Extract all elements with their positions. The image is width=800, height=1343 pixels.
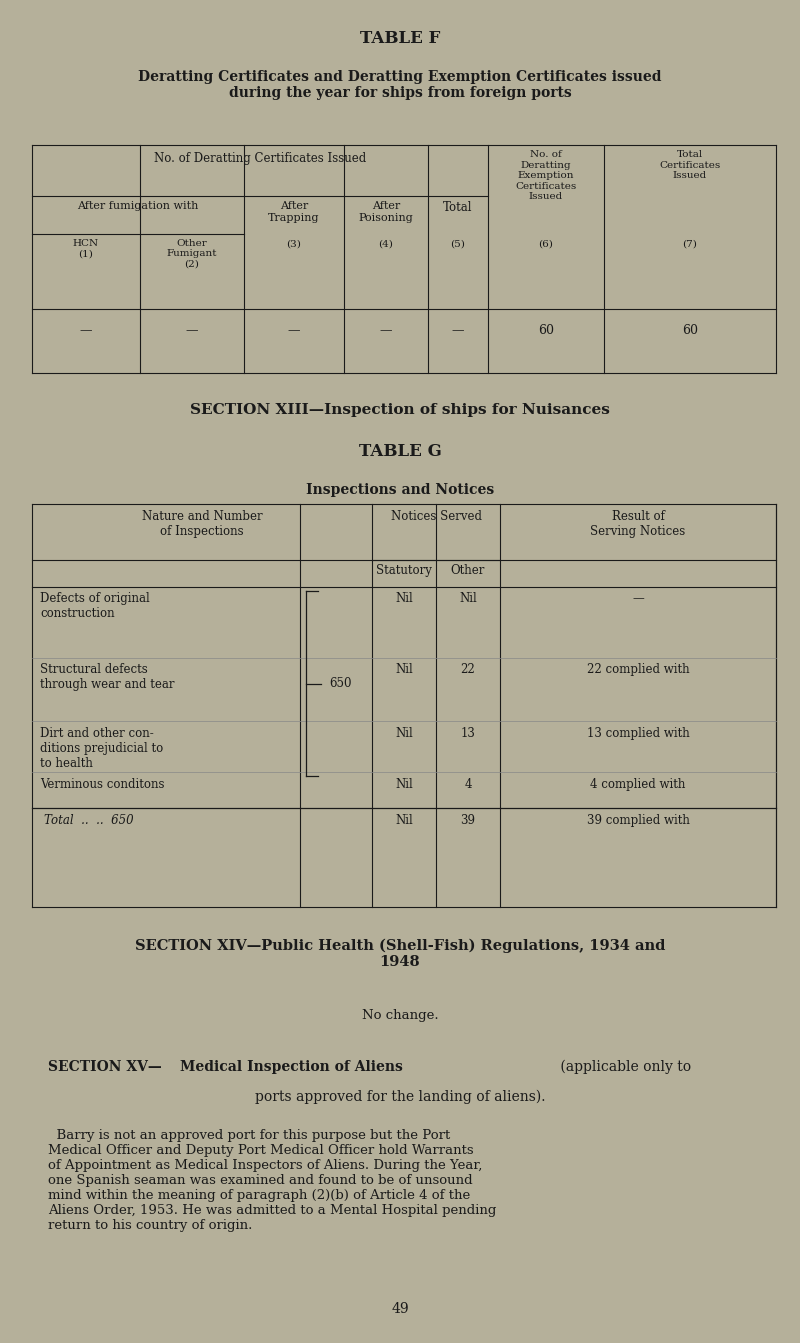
Text: Nil: Nil: [395, 814, 413, 827]
Text: Inspections and Notices: Inspections and Notices: [306, 483, 494, 497]
Text: After
Poisoning: After Poisoning: [358, 201, 414, 223]
Text: Notices Served: Notices Served: [390, 510, 482, 524]
Text: SECTION XIV—Public Health (Shell-Fish) Regulations, 1934 and
1948: SECTION XIV—Public Health (Shell-Fish) R…: [135, 939, 665, 970]
Text: Statutory: Statutory: [376, 564, 432, 577]
Text: Total: Total: [443, 201, 473, 215]
Text: (6): (6): [538, 239, 554, 248]
Text: TABLE F: TABLE F: [360, 30, 440, 47]
Text: —: —: [452, 324, 464, 337]
Text: Other: Other: [451, 564, 485, 577]
Text: ports approved for the landing of aliens).: ports approved for the landing of aliens…: [254, 1089, 546, 1104]
Text: (3): (3): [286, 239, 302, 248]
Text: 4 complied with: 4 complied with: [590, 778, 686, 791]
Text: 39 complied with: 39 complied with: [586, 814, 690, 827]
Text: 60: 60: [682, 324, 698, 337]
Text: 60: 60: [538, 324, 554, 337]
Text: Nil: Nil: [395, 727, 413, 740]
Text: Nil: Nil: [395, 778, 413, 791]
Text: 39: 39: [461, 814, 475, 827]
Text: Total  ..  ..  650: Total .. .. 650: [44, 814, 134, 827]
Text: Result of
Serving Notices: Result of Serving Notices: [590, 510, 686, 539]
Text: Dirt and other con-
ditions prejudicial to
to health: Dirt and other con- ditions prejudicial …: [40, 727, 163, 770]
Text: Total
Certificates
Issued: Total Certificates Issued: [659, 150, 721, 180]
Text: After
Trapping: After Trapping: [268, 201, 320, 223]
Text: —: —: [186, 324, 198, 337]
Text: —: —: [632, 592, 644, 606]
Text: —: —: [380, 324, 392, 337]
Text: SECTION XV—: SECTION XV—: [48, 1060, 162, 1073]
Text: HCN
(1): HCN (1): [73, 239, 99, 258]
Text: (4): (4): [378, 239, 394, 248]
Text: Structural defects
through wear and tear: Structural defects through wear and tear: [40, 663, 174, 692]
Text: 13 complied with: 13 complied with: [586, 727, 690, 740]
Text: —: —: [288, 324, 300, 337]
Text: TABLE G: TABLE G: [358, 443, 442, 461]
Text: 49: 49: [391, 1303, 409, 1316]
Text: Nil: Nil: [459, 592, 477, 606]
Text: After fumigation with: After fumigation with: [78, 201, 198, 211]
Text: No. of Deratting Certificates Issued: No. of Deratting Certificates Issued: [154, 152, 366, 165]
Text: Nil: Nil: [395, 663, 413, 677]
Text: (5): (5): [450, 239, 466, 248]
Text: —: —: [80, 324, 92, 337]
Text: 4: 4: [464, 778, 472, 791]
Text: Defects of original
construction: Defects of original construction: [40, 592, 150, 620]
Text: Medical Inspection of Aliens: Medical Inspection of Aliens: [180, 1060, 403, 1073]
Text: (7): (7): [682, 239, 698, 248]
Text: Verminous conditons: Verminous conditons: [40, 778, 165, 791]
Text: Deratting Certificates and Deratting Exemption Certificates issued
during the ye: Deratting Certificates and Deratting Exe…: [138, 70, 662, 99]
Text: Barry is not an approved port for this purpose but the Port
Medical Officer and : Barry is not an approved port for this p…: [48, 1129, 496, 1233]
Text: (applicable only to: (applicable only to: [556, 1060, 691, 1074]
Text: 22 complied with: 22 complied with: [586, 663, 690, 677]
Text: 22: 22: [461, 663, 475, 677]
Text: No change.: No change.: [362, 1009, 438, 1022]
Text: Nil: Nil: [395, 592, 413, 606]
Text: No. of
Deratting
Exemption
Certificates
Issued: No. of Deratting Exemption Certificates …: [515, 150, 577, 201]
Text: 13: 13: [461, 727, 475, 740]
Text: 650: 650: [329, 677, 351, 690]
Text: Other
Fumigant
(2): Other Fumigant (2): [166, 239, 218, 269]
Text: SECTION XIII—Inspection of ships for Nuisances: SECTION XIII—Inspection of ships for Nui…: [190, 403, 610, 416]
Text: Nature and Number
of Inspections: Nature and Number of Inspections: [142, 510, 262, 539]
